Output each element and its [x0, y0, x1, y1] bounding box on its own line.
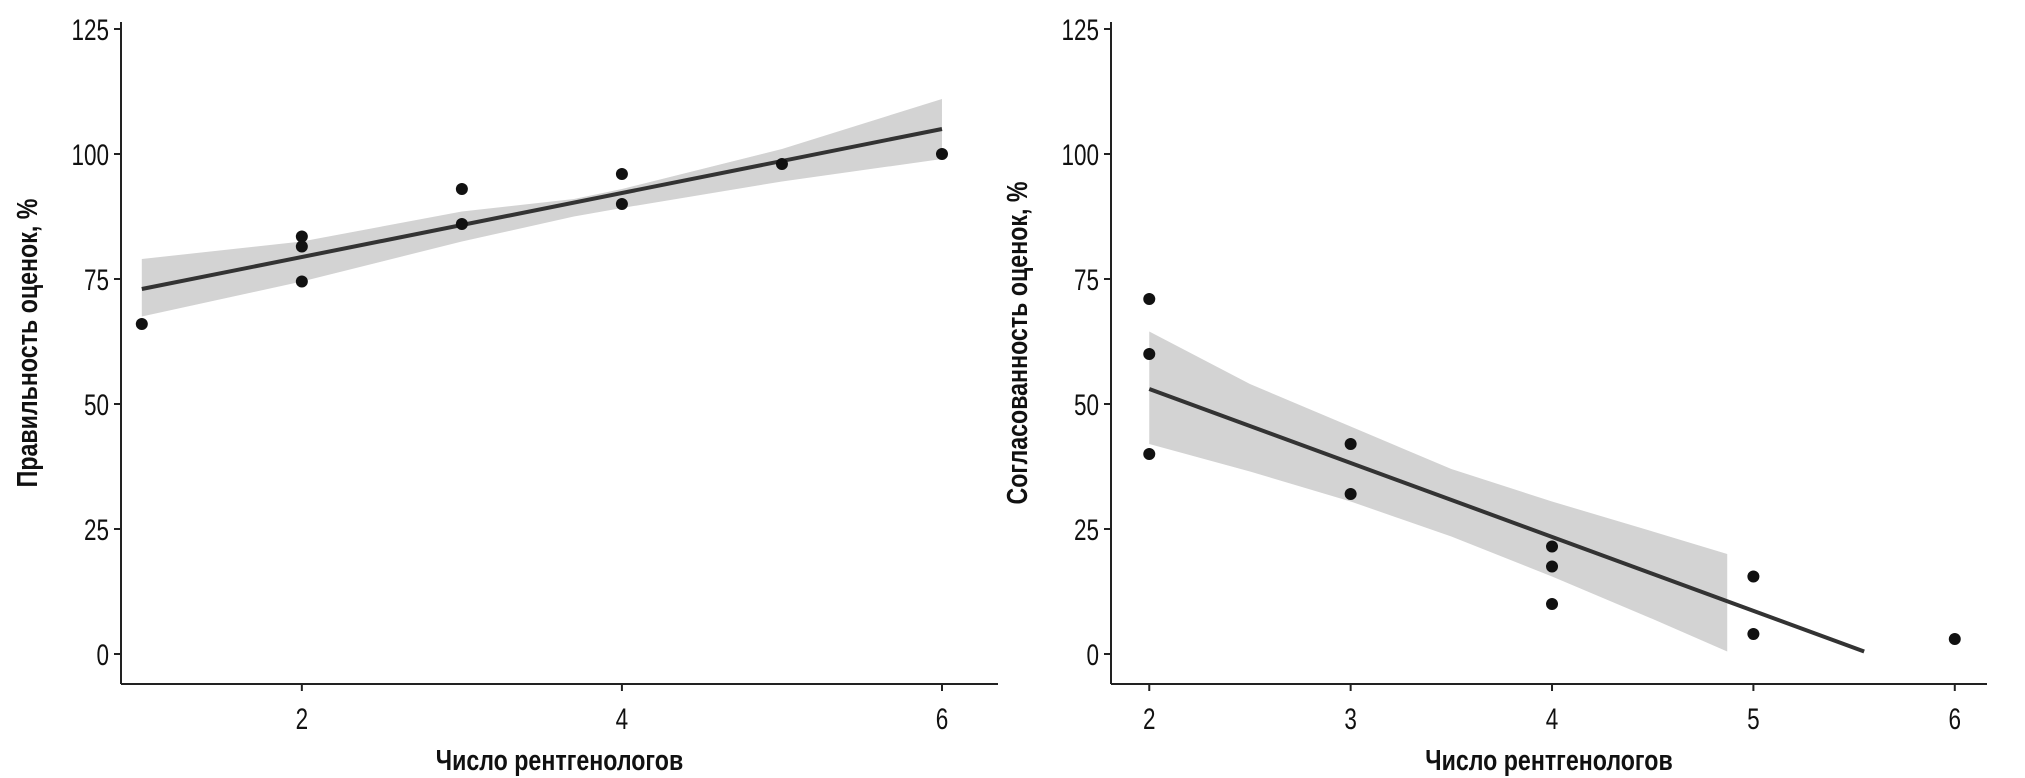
data-point [1143, 448, 1156, 460]
x-tick-label: 4 [616, 702, 629, 736]
data-point [1143, 293, 1156, 305]
x-tick-label: 5 [1747, 702, 1760, 736]
data-point [935, 148, 948, 160]
y-tick-label: 125 [71, 13, 109, 47]
data-point [1546, 540, 1559, 553]
x-axis-label: Число рентгенологов [436, 743, 683, 776]
panel-1: 0 25 50 75 100 125 2 4 6 Число рентгенологов Прави… [10, 13, 998, 777]
y-tick-label: 0 [1086, 638, 1099, 672]
y-tick-label: 25 [1074, 513, 1099, 547]
y-tick-label: 125 [1061, 13, 1099, 47]
data-point [1948, 633, 1961, 645]
data-point [455, 183, 468, 195]
data-point [1344, 488, 1357, 500]
x-tick-label: 3 [1344, 702, 1357, 736]
y-tick-label: 50 [1074, 388, 1099, 422]
x-tick-label: 6 [1949, 702, 1962, 736]
data-point [455, 218, 468, 230]
x-tick-label: 6 [936, 702, 949, 736]
data-point [1546, 560, 1559, 573]
data-point [615, 198, 628, 210]
data-point [1344, 438, 1357, 450]
y-tick-label: 75 [1074, 263, 1099, 297]
x-tick-label: 2 [1143, 702, 1156, 736]
panel-2: 0 25 50 75 100 125 2 3 4 5 6 Число рентгенологов Сог… [1000, 13, 1987, 777]
y-tick-label: 25 [84, 513, 109, 547]
data-point [615, 168, 628, 180]
y-axis-label: Правильность оценок, % [10, 199, 43, 488]
y-tick-label: 100 [1061, 138, 1099, 172]
regression-line [141, 127, 943, 291]
x-tick-label: 4 [1546, 702, 1559, 736]
data-point [1747, 628, 1760, 640]
data-point [1143, 348, 1156, 360]
x-tick-label: 2 [296, 702, 309, 736]
data-point [1546, 598, 1559, 610]
data-point [295, 240, 308, 253]
x-axis-label: Число рентгенологов [1425, 743, 1672, 776]
y-tick-label: 100 [71, 138, 109, 172]
y-tick-label: 0 [96, 638, 109, 672]
y-axis-label: Согласованность оценок, % [1000, 182, 1033, 505]
data-point [295, 230, 308, 243]
y-tick-label: 75 [84, 263, 109, 297]
confidence-band [1149, 331, 1728, 652]
data-point [775, 158, 788, 170]
y-tick-label: 50 [84, 388, 109, 422]
data-point [1747, 570, 1760, 583]
regression-line [1148, 387, 1865, 654]
data-point [135, 318, 148, 330]
data-point [295, 275, 308, 288]
